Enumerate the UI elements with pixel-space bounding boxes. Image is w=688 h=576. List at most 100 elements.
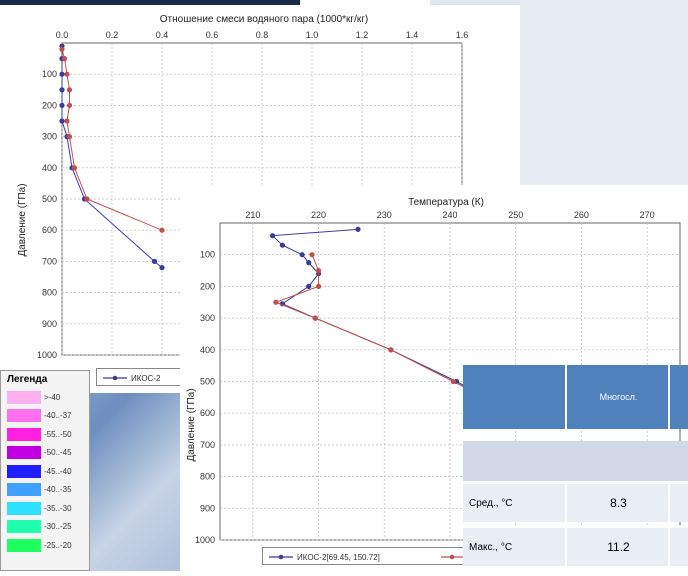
legend-label: -45..-40 [44, 466, 72, 476]
x-tick-label: 0.8 [256, 30, 269, 40]
data-point [151, 258, 158, 264]
data-point [66, 87, 73, 93]
legend-row: -35..-30 [1, 499, 89, 518]
y-tick-label: 100 [42, 69, 57, 79]
x-tick-label: 240 [442, 210, 457, 220]
legend-swatch [7, 483, 41, 497]
y-tick-label: 400 [42, 163, 57, 173]
chart1-legend: ИКОС-2 [103, 374, 161, 383]
legend-label: -50..-45 [44, 448, 72, 458]
x-tick-label: 260 [574, 210, 589, 220]
chart-title: Отношение смеси водяного пара (1000*кг/к… [160, 14, 368, 25]
y-tick-label: 600 [200, 408, 215, 418]
data-point [59, 46, 65, 52]
data-point [299, 252, 305, 258]
legend-row: -30..-25 [1, 518, 89, 537]
data-point [309, 252, 315, 258]
y-tick-label: 700 [200, 440, 215, 450]
x-tick-label: 270 [640, 210, 655, 220]
x-tick-label: 1.2 [356, 30, 369, 40]
background-slide-right [520, 0, 688, 190]
legend-label: -30..-25 [44, 522, 72, 532]
y-axis-label: Давление (ГПа) [17, 183, 28, 256]
legend-title: Легенда [7, 374, 48, 385]
series-line-1 [61, 49, 163, 231]
table-band-row [463, 441, 688, 481]
legend-swatch [7, 464, 41, 478]
legend-label: >-40 [44, 392, 61, 402]
legend-swatch [7, 538, 41, 552]
data-point [279, 242, 286, 248]
x-tick-label: 1.0 [306, 30, 319, 40]
y-tick-label: 200 [200, 281, 215, 291]
row-value: 8.3 [565, 484, 670, 522]
y-tick-label: 900 [200, 503, 215, 513]
data-point [273, 299, 279, 305]
legend-label-ikos: ИКОС-2[69.45, 150.72] [297, 553, 380, 562]
data-point [84, 196, 90, 202]
data-point [66, 134, 73, 140]
legend-marker-ikos [112, 375, 118, 381]
x-tick-label: 220 [311, 210, 326, 220]
y-tick-label: 100 [200, 250, 215, 260]
legend-swatch [7, 446, 41, 460]
y-axis-label: Давление (ГПа) [186, 388, 197, 461]
table-row: Макс., °C 11.2 [463, 525, 688, 566]
y-tick-label: 200 [42, 100, 57, 110]
y-tick-label: 700 [42, 256, 57, 266]
data-point [315, 267, 322, 274]
legend-label: -40..-37 [44, 411, 72, 421]
legend-marker-second [449, 554, 455, 560]
data-point [355, 226, 361, 232]
data-point [71, 165, 78, 171]
x-tick-label: 0.2 [106, 30, 119, 40]
legend-label: -55..-50 [44, 429, 72, 439]
legend-row: -55..-50 [1, 425, 89, 444]
legend-label-ikos: ИКОС-2 [131, 374, 161, 383]
data-point [64, 71, 70, 77]
x-tick-label: 1.4 [406, 30, 419, 40]
legend-swatch [7, 501, 41, 515]
x-tick-label: 210 [245, 210, 260, 220]
data-point [66, 102, 73, 108]
data-point [306, 260, 312, 266]
data-point [388, 347, 394, 353]
y-tick-label: 400 [200, 345, 215, 355]
data-point [315, 283, 322, 289]
data-point [306, 283, 312, 289]
row-label: Сред., °C [469, 497, 513, 509]
data-point [64, 118, 70, 124]
data-point [59, 71, 65, 77]
chart2-legend-box: ИКОС-2[69.45, 150.72] [262, 547, 472, 565]
data-point [312, 315, 318, 321]
y-tick-label: 300 [200, 313, 215, 323]
y-tick-label: 300 [42, 132, 57, 142]
x-tick-label: 0.0 [56, 30, 69, 40]
legend-row: -40..-35 [1, 481, 89, 500]
x-tick-label: 250 [508, 210, 523, 220]
legend-row: -50..-45 [1, 444, 89, 463]
y-tick-label: 800 [200, 472, 215, 482]
statistics-table: Многосл. Сред., °C 8.3 Макс., °C 11.2 [463, 365, 688, 571]
table-header-cell-next [668, 365, 688, 429]
data-point [269, 233, 276, 239]
table-row: Сред., °C 8.3 [463, 481, 688, 522]
y-tick-label: 500 [42, 194, 57, 204]
x-tick-label: 1.6 [456, 30, 469, 40]
row-value-next [668, 528, 688, 566]
y-tick-label: 900 [42, 319, 57, 329]
row-value-next [668, 484, 688, 522]
legend-swatch [7, 427, 41, 441]
x-tick-label: 0.4 [156, 30, 169, 40]
y-tick-label: 600 [42, 225, 57, 235]
y-tick-label: 1000 [195, 535, 215, 545]
data-point [59, 87, 65, 93]
legend-marker-ikos [278, 554, 284, 560]
table-header-cell: Многосл. [565, 365, 670, 429]
y-tick-label: 500 [200, 377, 215, 387]
color-legend-panel: Легенда >-40 -40..-37 -55..-50 -50..-45 -45.… [0, 370, 90, 571]
chart2-legend: ИКОС-2[69.45, 150.72] [269, 553, 463, 562]
y-tick-label: 800 [42, 288, 57, 298]
legend-row: -40..-37 [1, 407, 89, 426]
legend-swatch [7, 390, 41, 404]
